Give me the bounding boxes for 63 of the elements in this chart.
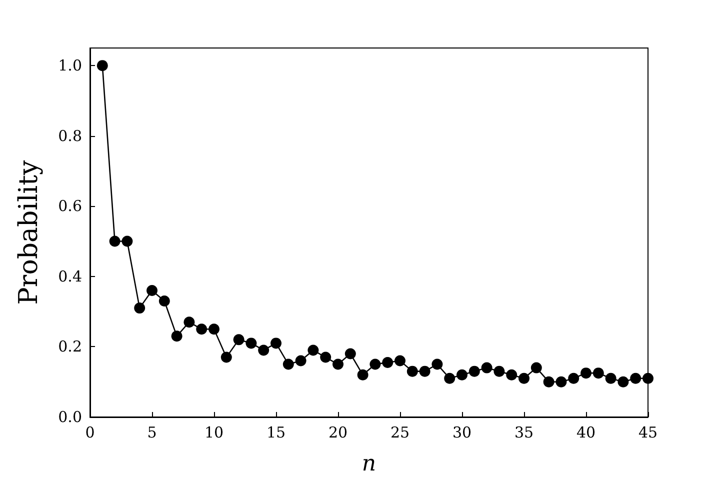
point: [406, 366, 418, 377]
point: [220, 352, 232, 363]
point: [543, 376, 554, 388]
x-tick-label: 30: [452, 424, 472, 442]
y-axis-title: Probability: [14, 160, 44, 305]
point: [444, 372, 456, 384]
x-tick-label: 10: [204, 424, 224, 442]
y-tick-label: 0.6: [58, 197, 82, 216]
point: [258, 344, 270, 356]
point: [481, 362, 492, 374]
point: [295, 355, 306, 366]
point: [134, 302, 146, 314]
point: [432, 358, 443, 370]
y-tick-label: 0.2: [58, 338, 82, 356]
point: [468, 366, 480, 377]
point: [270, 338, 282, 349]
point: [246, 338, 257, 349]
point: [332, 358, 344, 370]
x-tick-label: 5: [147, 424, 157, 442]
x-tick-label: 15: [266, 424, 286, 442]
point: [506, 369, 518, 380]
point: [282, 358, 294, 370]
point: [618, 376, 629, 388]
point: [494, 366, 505, 377]
point: [344, 348, 356, 360]
y-tick-label: 0.0: [58, 408, 82, 426]
point: [642, 372, 654, 384]
point: [518, 372, 530, 384]
x-tick-label: 40: [576, 424, 596, 442]
point: [320, 352, 332, 363]
x-tick-label: 25: [390, 424, 410, 442]
point: [158, 296, 170, 307]
y-tick-label: 0.8: [58, 126, 82, 145]
point: [394, 355, 406, 366]
x-tick-label: 45: [638, 424, 658, 442]
point: [208, 324, 220, 335]
point: [357, 369, 368, 380]
point: [592, 368, 604, 379]
point: [530, 362, 542, 374]
point: [456, 369, 468, 380]
point: [308, 344, 319, 356]
point: [196, 324, 208, 335]
point: [568, 372, 580, 384]
x-tick-label: 20: [328, 424, 348, 442]
point: [556, 376, 567, 388]
x-axis-title: n: [362, 452, 376, 476]
y-tick-label: 1.0: [58, 56, 82, 75]
y-tick-label: 0.4: [58, 267, 82, 286]
point: [184, 316, 195, 328]
point: [370, 358, 381, 370]
point: [233, 334, 244, 346]
point: [96, 60, 108, 72]
x-tick-label: 0: [85, 424, 95, 442]
point: [122, 236, 133, 247]
point: [630, 372, 642, 384]
point: [146, 284, 158, 296]
point: [171, 330, 182, 342]
point: [382, 357, 394, 368]
point: [580, 368, 592, 379]
point: [605, 372, 616, 384]
point: [109, 236, 120, 247]
point: [419, 366, 430, 377]
x-tick-label: 35: [514, 424, 534, 442]
